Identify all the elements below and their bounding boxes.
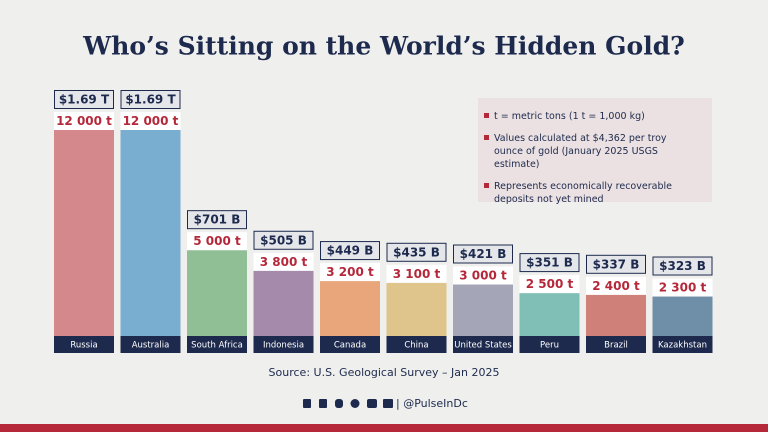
bar — [652, 296, 713, 336]
note-bullet — [484, 183, 489, 188]
notes-box — [478, 98, 712, 202]
dollar-label: $505 B — [260, 233, 307, 247]
value-label: 2 500 t — [526, 277, 574, 291]
dollar-label: $1.69 T — [59, 93, 110, 107]
value-label-box — [586, 276, 646, 295]
category-box — [187, 336, 247, 353]
dollar-label: $323 B — [659, 259, 706, 273]
bar — [453, 284, 513, 336]
dollar-label: $449 B — [327, 244, 374, 258]
note: Values calculated at $4,362 per troy ounc… — [494, 133, 667, 170]
chart-title: Who’s Sitting on the World’s Hidden Gold… — [82, 32, 685, 61]
category-box — [586, 336, 646, 353]
category-box — [652, 336, 713, 353]
icon — [383, 399, 393, 408]
dollar-label-box — [652, 256, 713, 276]
category-label: Canada — [334, 341, 366, 351]
category-box — [54, 336, 114, 353]
dollar-label-box — [54, 90, 114, 109]
dollar-label-box — [120, 90, 181, 109]
category-label: South Africa — [191, 341, 243, 351]
value-label: 2 300 t — [659, 281, 707, 295]
dollar-label: $351 B — [526, 256, 573, 270]
category-label: China — [404, 341, 428, 351]
category-box — [120, 336, 181, 353]
bar — [320, 281, 380, 336]
category-box — [453, 336, 513, 353]
dollar-label-box — [253, 230, 314, 250]
category-box — [253, 336, 314, 353]
bar — [120, 130, 181, 336]
icon — [335, 399, 343, 408]
value-label-box — [54, 112, 114, 130]
dollar-label-box — [187, 210, 247, 230]
value-label: 3 800 t — [260, 255, 308, 269]
dollar-label-box — [519, 253, 580, 273]
icon — [303, 399, 311, 408]
value-label: 2 400 t — [592, 279, 640, 293]
dollar-label: $701 B — [194, 213, 241, 227]
dollar-label: $435 B — [393, 245, 440, 259]
value-label-box — [519, 275, 580, 294]
bar — [519, 293, 580, 336]
value-label-box — [320, 263, 380, 282]
handle: | @PulseInDc — [396, 397, 468, 410]
value-label: 12 000 t — [56, 114, 112, 128]
value-label-box — [253, 252, 314, 271]
value-label-box — [120, 112, 181, 130]
bar — [253, 270, 314, 336]
note-bullet — [484, 113, 489, 118]
value-label: 5 000 t — [193, 234, 241, 248]
social-icons — [303, 399, 393, 408]
category-label: United States — [454, 341, 512, 351]
category-label: Australia — [132, 341, 170, 351]
source: Source: U.S. Geological Survey – Jan 202… — [269, 366, 500, 379]
category-label: Russia — [70, 341, 97, 351]
value-label: 3 000 t — [459, 269, 507, 283]
icon — [367, 399, 377, 408]
bar — [54, 130, 114, 336]
value-label-box — [652, 278, 713, 297]
value-label: 3 200 t — [326, 265, 374, 279]
icon — [319, 399, 327, 408]
dollar-label-box — [320, 241, 380, 261]
note: Represents economically recoverable depos… — [494, 181, 672, 205]
category-box — [519, 336, 580, 353]
bar — [187, 250, 247, 336]
dollar-label-box — [453, 244, 513, 264]
value-label: 12 000 t — [123, 114, 179, 128]
category-label: Indonesia — [263, 341, 304, 351]
note-bullet — [484, 135, 489, 140]
category-label: Brazil — [604, 341, 628, 351]
dollar-label-box — [586, 254, 646, 274]
footer-bar — [0, 424, 768, 432]
category-label: Peru — [540, 341, 559, 351]
value-label: 3 100 t — [393, 267, 441, 281]
dollar-label-box — [386, 242, 447, 262]
value-label-box — [386, 264, 447, 283]
value-label-box — [187, 232, 247, 251]
category-box — [386, 336, 447, 353]
dollar-label: $1.69 T — [125, 93, 176, 107]
dollar-label: $421 B — [460, 247, 507, 261]
icon — [350, 399, 360, 408]
category-box — [320, 336, 380, 353]
note: t = metric tons (1 t = 1,000 kg) — [494, 111, 645, 122]
dollar-label: $337 B — [593, 257, 640, 271]
bar — [386, 282, 447, 336]
bar — [586, 294, 646, 336]
category-label: Kazakhstan — [658, 341, 707, 351]
value-label-box — [453, 266, 513, 285]
